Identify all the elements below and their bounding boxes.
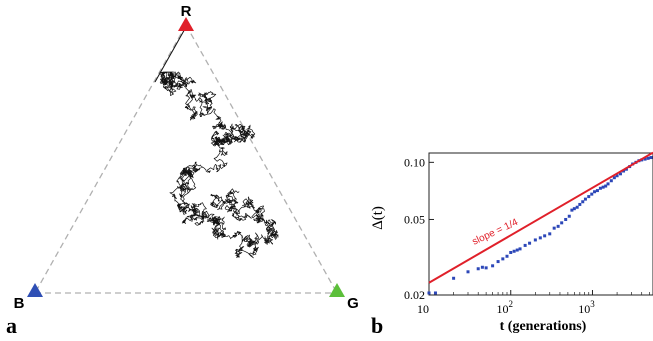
- data-point: [427, 291, 431, 295]
- data-point: [570, 208, 574, 212]
- vertex-marker-r: [178, 17, 194, 31]
- data-point: [548, 232, 552, 236]
- plot-frame: [428, 152, 653, 296]
- x-axis-ticks: 10 102 103: [417, 290, 650, 316]
- y-tick-label: 0.05: [404, 212, 425, 226]
- x-tick-label: 102: [496, 299, 512, 316]
- y-axis-ticks: 0.02 0.05 0.10: [404, 155, 434, 302]
- data-point: [575, 205, 579, 209]
- data-point: [622, 169, 626, 173]
- y-axis-label: Δ(t): [370, 206, 386, 230]
- data-point: [552, 226, 556, 230]
- data-point: [618, 172, 622, 176]
- y-tick-label: 0.02: [404, 288, 425, 302]
- data-point: [649, 156, 653, 160]
- data-point: [496, 260, 500, 264]
- data-point: [612, 176, 616, 180]
- data-point: [509, 250, 513, 254]
- data-point: [578, 202, 582, 206]
- ternary-edge-right: [185, 24, 338, 294]
- vertex-marker-g: [329, 283, 345, 297]
- data-point: [484, 266, 488, 270]
- panel-label-b: b: [371, 313, 383, 338]
- data-point: [466, 270, 470, 274]
- data-point: [433, 291, 437, 295]
- data-point: [515, 248, 519, 252]
- data-points: [427, 156, 653, 295]
- data-point: [523, 243, 527, 247]
- data-point: [512, 249, 516, 253]
- data-point: [572, 207, 576, 211]
- data-point: [604, 184, 608, 188]
- x-tick-label: 10: [417, 302, 429, 316]
- data-point: [476, 267, 480, 271]
- data-point: [491, 264, 495, 268]
- x-tick-label: 103: [578, 299, 595, 316]
- y-tick-label: 0.10: [404, 155, 425, 169]
- data-point: [556, 224, 560, 228]
- ternary-plot: R B G: [14, 3, 359, 312]
- vertex-label-b: B: [14, 295, 25, 312]
- vertex-marker-b: [27, 283, 43, 297]
- data-point: [560, 221, 564, 225]
- data-point: [518, 247, 522, 251]
- data-point: [538, 236, 542, 240]
- log-log-chart: 10 102 103 0.020.050.10 slope = 1/4 t (gen…: [370, 151, 653, 334]
- data-point: [533, 238, 537, 242]
- data-point: [528, 241, 532, 245]
- data-point: [480, 265, 484, 269]
- data-point: [564, 217, 568, 221]
- data-point: [590, 192, 594, 196]
- data-point: [567, 214, 571, 218]
- vertex-label-g: G: [347, 295, 359, 312]
- data-point: [505, 254, 509, 258]
- data-point: [593, 190, 597, 194]
- data-point: [598, 186, 602, 190]
- data-point: [501, 257, 505, 261]
- ternary-edge-left: [34, 24, 187, 294]
- data-point: [643, 157, 647, 161]
- random-walk-trajectory: [159, 71, 279, 259]
- data-point: [595, 189, 599, 193]
- data-point: [452, 276, 456, 280]
- data-point: [601, 185, 605, 189]
- vertex-label-r: R: [181, 3, 192, 20]
- data-point: [609, 179, 613, 183]
- data-point: [615, 174, 619, 178]
- data-point: [646, 156, 650, 160]
- data-point: [587, 195, 591, 199]
- x-axis-label: t (generations): [500, 319, 587, 334]
- data-point: [581, 200, 585, 204]
- data-point: [543, 234, 547, 238]
- data-point: [606, 182, 610, 186]
- fit-line: [428, 151, 653, 284]
- data-point: [583, 197, 587, 201]
- panel-label-a: a: [6, 313, 17, 338]
